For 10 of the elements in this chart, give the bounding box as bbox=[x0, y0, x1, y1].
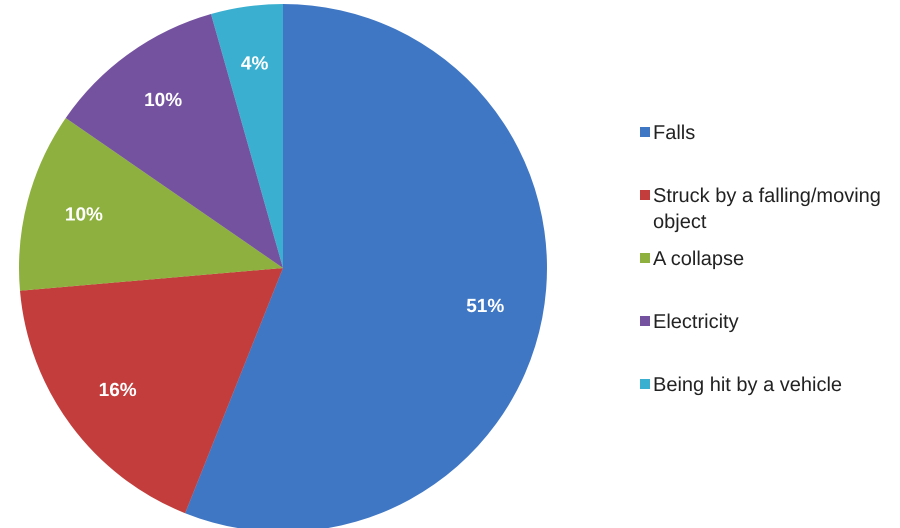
legend-label: Struck by a falling/moving object bbox=[653, 184, 882, 235]
data-label: 51% bbox=[466, 296, 504, 318]
legend-label: Electricity bbox=[653, 310, 739, 335]
legend-label: A collapse bbox=[653, 247, 744, 272]
data-label: 10% bbox=[64, 204, 104, 226]
data-label: 16% bbox=[98, 380, 137, 401]
data-label: 10% bbox=[144, 90, 182, 111]
legend-label: Falls bbox=[653, 121, 696, 146]
data-label: 4% bbox=[240, 53, 268, 74]
legend-label: Being hit by a vehicle bbox=[653, 373, 842, 398]
